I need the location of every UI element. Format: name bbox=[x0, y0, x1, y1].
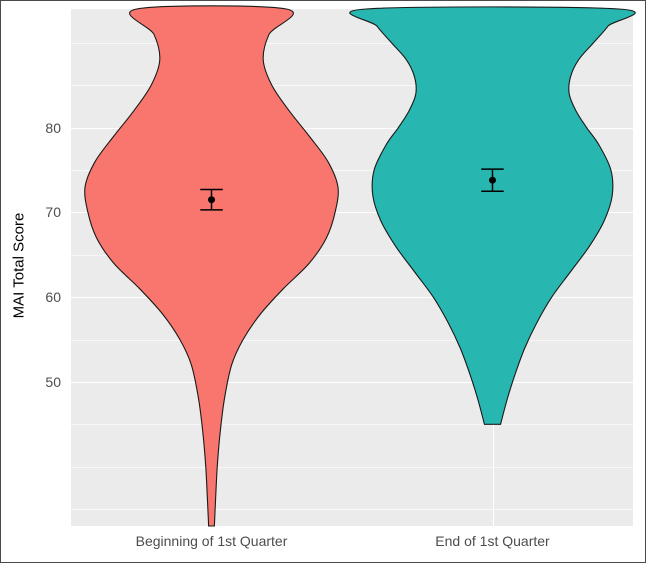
violin-shape bbox=[85, 6, 339, 526]
mean-point bbox=[208, 196, 215, 203]
y-tick-label: 60 bbox=[45, 289, 61, 305]
y-tick-label: 70 bbox=[45, 204, 61, 220]
violins-svg bbox=[71, 9, 633, 526]
x-tick-label: End of 1st Quarter bbox=[435, 533, 549, 549]
y-tick-label: 80 bbox=[45, 120, 61, 136]
x-tick-label: Beginning of 1st Quarter bbox=[136, 533, 288, 549]
y-tick-label: 50 bbox=[45, 374, 61, 390]
mean-point bbox=[489, 177, 496, 184]
plot-panel bbox=[71, 9, 633, 526]
violin-shape bbox=[350, 7, 635, 424]
chart-frame: MAI Total Score 50 60 70 80 Beginning of 1s… bbox=[0, 0, 646, 563]
y-axis-label: MAI Total Score bbox=[11, 206, 28, 326]
